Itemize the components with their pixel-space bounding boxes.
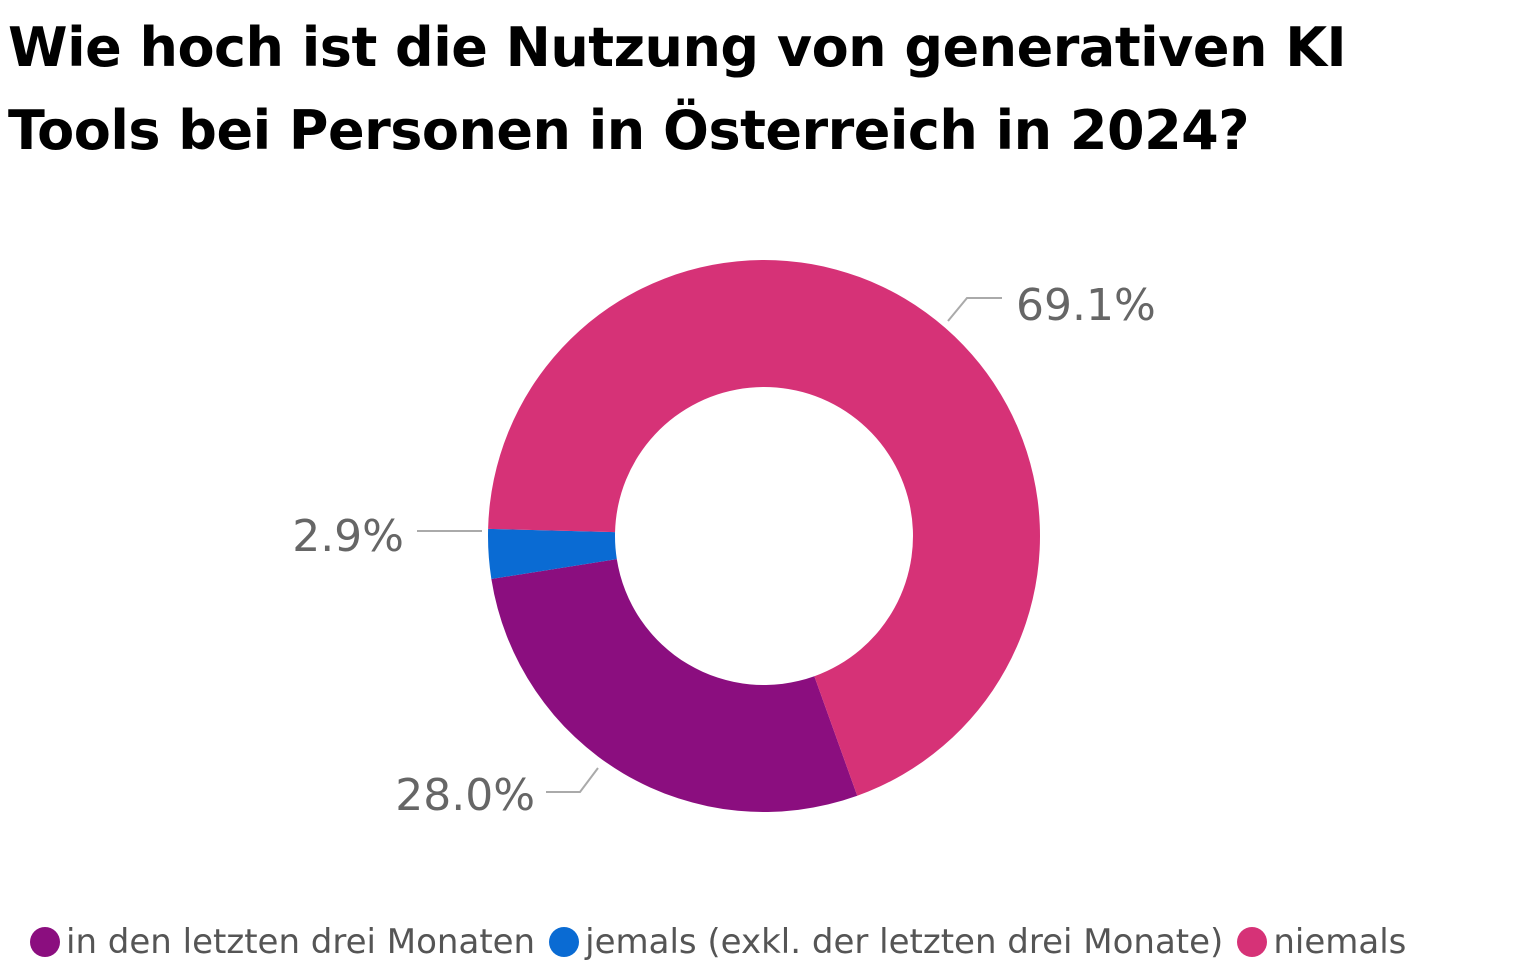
legend-item-1[interactable]: in den letzten drei Monaten bbox=[30, 922, 535, 962]
legend-label: in den letzten drei Monaten bbox=[66, 922, 536, 962]
legend-marker-icon bbox=[1237, 927, 1268, 957]
legend-label: niemals bbox=[1273, 922, 1407, 962]
donut-slice-2[interactable] bbox=[488, 528, 617, 579]
donut-slice-1[interactable] bbox=[491, 559, 858, 812]
legend-item-3[interactable]: niemals bbox=[1237, 922, 1406, 962]
leader-line-3 bbox=[947, 297, 1002, 322]
legend-label: jemals (exkl. der letzten drei Monate) bbox=[585, 922, 1224, 962]
legend-marker-icon bbox=[549, 927, 580, 957]
chart-title: Wie hoch ist die Nutzung von generativen… bbox=[8, 16, 1347, 162]
leader-line-1 bbox=[546, 767, 599, 793]
data-label-3: 69.1% bbox=[1016, 280, 1156, 331]
data-label-2: 2.9% bbox=[292, 511, 404, 562]
legend-item-2[interactable]: jemals (exkl. der letzten drei Monate) bbox=[549, 922, 1223, 962]
donut-slice-3[interactable] bbox=[488, 260, 1040, 796]
data-label-1: 28.0% bbox=[395, 770, 535, 821]
legend-marker-icon bbox=[30, 927, 60, 957]
chart-legend: in den letzten drei Monaten jemals (exkl.… bbox=[30, 916, 1420, 968]
